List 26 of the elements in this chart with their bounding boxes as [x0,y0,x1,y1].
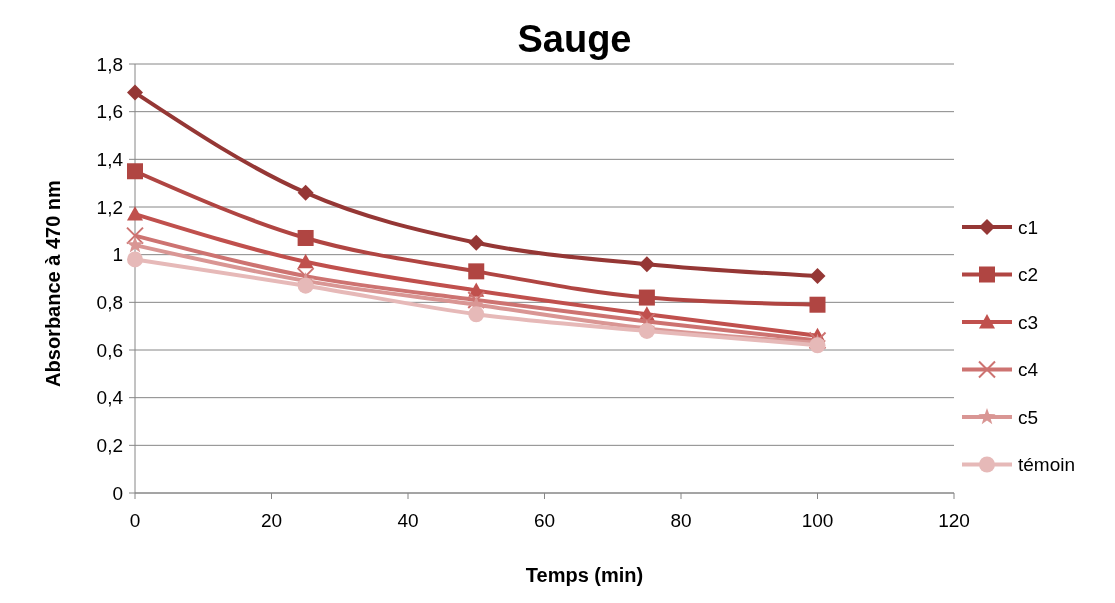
x-tick-label: 80 [670,510,692,531]
y-tick-label: 1,4 [96,148,124,170]
legend-label: témoin [1018,454,1076,476]
legend-label: c4 [1018,359,1039,381]
x-tick-label: 100 [801,510,834,531]
legend-label: c3 [1018,311,1039,333]
x-tick-label: 0 [129,510,141,531]
x-tick-label: 20 [260,510,283,531]
chart-title: Sauge [517,18,632,60]
y-tick-label: 1,2 [96,196,123,218]
y-tick-label: 0,4 [96,387,124,409]
x-tick-label: 60 [533,510,556,531]
x-tick-label: 120 [938,510,970,531]
y-axis-title: Absorbance à 470 nm [42,180,64,387]
x-tick-label: 40 [397,510,419,531]
y-tick-label: 0,2 [96,434,123,456]
legend-label: c5 [1018,406,1039,428]
y-tick-label: 1,6 [96,101,123,123]
legend-label: c1 [1018,216,1039,238]
x-axis-title: Temps (min) [525,564,644,586]
y-tick-label: 1 [112,244,123,266]
y-tick-label: 0 [112,482,123,504]
y-tick-label: 1,8 [96,53,123,75]
y-tick-label: 0,8 [96,291,123,313]
y-tick-label: 0,6 [96,339,123,361]
legend-label: c2 [1018,264,1039,286]
